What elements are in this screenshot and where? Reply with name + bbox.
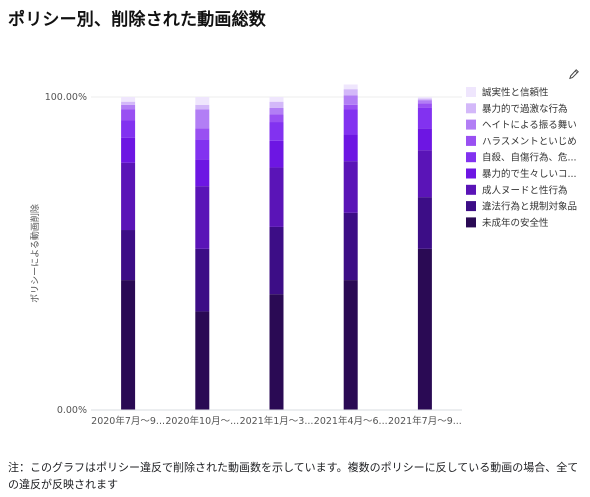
legend-label: 誠実性と信頼性 (482, 87, 549, 99)
legend-item[interactable]: ヘイトによる振る舞い (466, 119, 577, 131)
legend-swatch (466, 168, 476, 179)
bar-segment[interactable] (269, 97, 284, 102)
x-tick-label: 2021年1月～3... (240, 415, 314, 427)
legend-item[interactable]: 誠実性と信頼性 (466, 87, 549, 99)
legend-label: 暴力的で過激な行為 (482, 103, 568, 115)
legend-item[interactable]: 暴力的で過激な行為 (466, 103, 568, 115)
legend-label: 成人ヌードと性行為 (482, 184, 568, 196)
bar-segment[interactable] (121, 109, 136, 121)
bar-segment[interactable] (195, 186, 210, 249)
bar-segment[interactable] (417, 98, 432, 101)
bars (121, 84, 432, 410)
bar-segment[interactable] (195, 109, 210, 129)
bar-segment[interactable] (343, 104, 358, 110)
y-tick-label: 100.00% (45, 92, 87, 103)
bar-segment[interactable] (195, 128, 210, 140)
bar-segment[interactable] (269, 114, 284, 123)
bar-segment[interactable] (121, 280, 136, 410)
pencil-icon[interactable] (569, 69, 579, 81)
bar-segment[interactable] (417, 103, 432, 108)
x-tick-label: 2021年4月～6... (314, 415, 388, 427)
legend-label: ヘイトによる振る舞い (482, 119, 577, 131)
bar-segment[interactable] (195, 97, 210, 105)
bar-segment[interactable] (417, 107, 432, 129)
bar-segment[interactable] (417, 128, 432, 151)
bar-segment[interactable] (343, 280, 358, 410)
legend-label: 暴力的で生々しいコ... (482, 168, 577, 180)
bar-segment[interactable] (195, 159, 210, 187)
bar-segment[interactable] (417, 248, 432, 410)
bar-segment[interactable] (121, 137, 136, 163)
bar-segment[interactable] (269, 226, 284, 295)
y-axis-ticks: 0.00% 100.00% (45, 92, 87, 416)
bar-segment[interactable] (417, 150, 432, 198)
legend-label: 違法行為と規制対象品 (482, 201, 577, 213)
bar-segment[interactable] (269, 140, 284, 168)
legend-swatch (466, 184, 476, 195)
legend-label: ハラスメントといじめ (482, 136, 577, 147)
bar-segment[interactable] (121, 97, 136, 102)
bar-segment[interactable] (343, 95, 358, 105)
bar-segment[interactable] (343, 134, 358, 162)
bar-segment[interactable] (195, 248, 210, 312)
page-title: ポリシー別、削除された動画総数 (8, 10, 266, 30)
legend-item[interactable]: 違法行為と規制対象品 (466, 201, 577, 213)
bar-segment[interactable] (269, 101, 284, 108)
bar-segment[interactable] (269, 294, 284, 410)
stacked-bar-chart: 0.00%100.00% ポリシーによる動画削除 2020年7月～9... 202… (29, 84, 577, 427)
legend-label: 自殺、自傷行為、危... (482, 152, 577, 164)
bar-segment[interactable] (121, 120, 136, 138)
bar-segment[interactable] (343, 109, 358, 135)
legend-item[interactable]: 自殺、自傷行為、危... (466, 152, 577, 164)
legend-label: 未成年の安全性 (482, 217, 549, 229)
legend-item[interactable]: 成人ヌードと性行為 (466, 184, 568, 196)
bar-segment[interactable] (269, 122, 284, 141)
bar-segment[interactable] (269, 167, 284, 227)
legend-swatch (466, 87, 476, 97)
x-tick-label: 2021年7月～9... (388, 415, 462, 427)
bar-segment[interactable] (343, 89, 358, 96)
legend-swatch (466, 217, 476, 228)
legend: 誠実性と信頼性暴力的で過激な行為ヘイトによる振る舞いハラスメントといじめ自殺、自… (466, 87, 577, 229)
bar-segment[interactable] (121, 162, 136, 231)
legend-swatch (466, 135, 476, 146)
bar-segment[interactable] (269, 107, 284, 115)
x-tick-label: 2020年10月～... (165, 415, 239, 427)
bar-segment[interactable] (343, 84, 358, 90)
legend-swatch (466, 119, 476, 130)
bar-segment[interactable] (417, 197, 432, 249)
bar-segment[interactable] (343, 161, 358, 213)
legend-item[interactable]: ハラスメントといじめ (466, 135, 577, 148)
legend-item[interactable]: 暴力的で生々しいコ... (466, 168, 577, 180)
bar-segment[interactable] (121, 104, 136, 110)
legend-swatch (466, 103, 476, 114)
x-axis-categories: 2020年7月～9... 2020年10月～... 2021年1月～3... 2021… (91, 415, 462, 427)
bar-segment[interactable] (195, 104, 210, 110)
legend-swatch (466, 201, 476, 212)
y-tick-label: 0.00% (57, 405, 87, 416)
bar-segment[interactable] (195, 139, 210, 160)
bar-segment[interactable] (417, 97, 432, 99)
bar-segment[interactable] (121, 101, 136, 105)
bar-segment[interactable] (343, 212, 358, 281)
bar-segment[interactable] (195, 311, 210, 410)
legend-item[interactable]: 未成年の安全性 (466, 217, 549, 229)
legend-swatch (466, 152, 476, 163)
y-axis-label: ポリシーによる動画削除 (29, 204, 41, 303)
x-tick-label: 2020年7月～9... (91, 415, 165, 427)
bar-segment[interactable] (121, 230, 136, 281)
footnote: 注：このグラフはポリシー違反で削除された動画数を示しています。複数のポリシーに反… (8, 461, 579, 491)
bar-segment[interactable] (417, 100, 432, 104)
